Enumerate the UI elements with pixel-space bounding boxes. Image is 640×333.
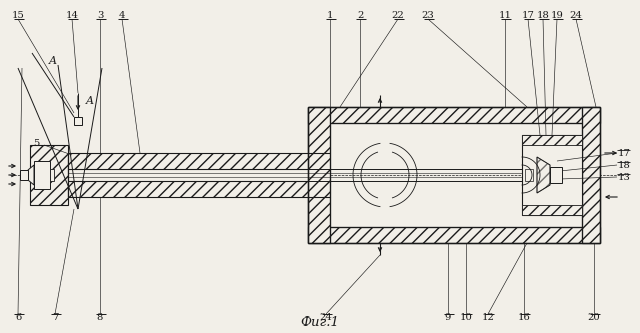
Text: 18: 18 [618, 161, 631, 169]
Text: 3: 3 [97, 11, 103, 20]
Text: 20: 20 [588, 313, 600, 322]
Polygon shape [28, 165, 34, 185]
Text: 17: 17 [522, 11, 534, 20]
Bar [68, 169, 308, 181]
Text: 2: 2 [357, 11, 363, 20]
Text: 18: 18 [536, 11, 549, 20]
Bar [34, 161, 50, 189]
Text: 14: 14 [65, 11, 79, 20]
Text: 1: 1 [327, 11, 333, 20]
Text: 15: 15 [12, 11, 24, 20]
Text: 17: 17 [618, 149, 631, 158]
Text: 11: 11 [499, 11, 511, 20]
Bar [582, 107, 600, 243]
Text: 24: 24 [319, 313, 332, 322]
Text: 4: 4 [119, 11, 125, 20]
Bar [74, 117, 82, 125]
Text: 10: 10 [460, 313, 472, 322]
Bar [522, 205, 582, 215]
Text: A: A [86, 96, 94, 106]
Text: 7: 7 [52, 313, 58, 322]
Text: 9: 9 [445, 313, 451, 322]
Bar [550, 167, 562, 183]
Bar [68, 153, 308, 169]
Polygon shape [537, 157, 550, 193]
Bar [522, 135, 582, 145]
Text: 12: 12 [481, 313, 495, 322]
Bar [308, 107, 330, 243]
Text: 8: 8 [97, 313, 103, 322]
Text: 16: 16 [518, 313, 531, 322]
Bar [525, 169, 533, 181]
Bar [68, 181, 308, 197]
Text: 24: 24 [570, 11, 582, 20]
Text: 19: 19 [550, 11, 563, 20]
Text: Фиг.1: Фиг.1 [301, 316, 339, 329]
Text: 6: 6 [15, 313, 21, 322]
Bar [308, 107, 600, 123]
Bar [308, 227, 600, 243]
Text: A: A [49, 56, 57, 66]
Text: 22: 22 [392, 11, 404, 20]
Text: 5: 5 [33, 139, 39, 148]
Bar [50, 169, 54, 181]
Bar [20, 170, 28, 180]
Bar [522, 135, 582, 215]
Text: 23: 23 [422, 11, 435, 20]
Bar [30, 145, 68, 205]
Text: 13: 13 [618, 172, 631, 181]
